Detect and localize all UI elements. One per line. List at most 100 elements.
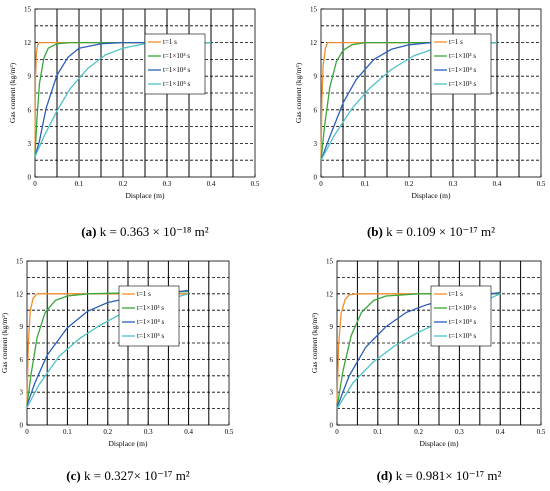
legend-label: t=1×10⁴ s xyxy=(163,66,191,74)
x-tick-label: 0 xyxy=(33,180,37,188)
y-tick-label: 9 xyxy=(314,73,318,81)
y-tick-label: 15 xyxy=(310,6,318,14)
y-tick-label: 3 xyxy=(314,140,318,148)
y-tick-label: 6 xyxy=(330,356,334,364)
caption-tag: (d) xyxy=(377,468,393,483)
y-tick-label: 15 xyxy=(16,258,24,266)
x-tick-label: 0 xyxy=(319,180,323,188)
panel-caption: (d) k = 0.981× 10⁻¹⁷ m² xyxy=(377,468,502,483)
series-line xyxy=(336,293,501,408)
y-tick-label: 0 xyxy=(28,174,32,182)
caption-text: k = 0.981× 10⁻¹⁷ m² xyxy=(392,468,501,483)
caption-text: k = 0.109 × 10⁻¹⁷ m² xyxy=(383,224,495,239)
x-tick-label: 0.5 xyxy=(251,180,260,188)
legend-label: t=1×10⁴ s xyxy=(449,318,477,326)
legend-label: t=1 s xyxy=(163,38,177,46)
series-line xyxy=(26,293,189,404)
y-tick-label: 3 xyxy=(330,389,334,397)
x-tick-label: 0.1 xyxy=(63,428,72,436)
y-tick-label: 6 xyxy=(314,106,318,114)
x-tick-label: 0.2 xyxy=(103,428,112,436)
series-line xyxy=(320,41,497,161)
y-tick-label: 12 xyxy=(310,39,318,47)
legend-label: t=1×10⁵ s xyxy=(163,80,191,88)
series-line xyxy=(320,41,497,161)
legend: t=1 s t=1×10³ s t=1×10⁴ s t=1×10⁵ s xyxy=(118,285,180,347)
y-tick-label: 12 xyxy=(16,290,24,298)
y-axis-label: Gas content (kg/m³) xyxy=(8,62,17,123)
series-line xyxy=(320,41,497,161)
x-tick-label: 0.4 xyxy=(493,180,502,188)
x-tick-label: 0.2 xyxy=(414,428,423,436)
legend-label: t=1 s xyxy=(449,38,463,46)
chart-panel-d: 0 0.1 0.2 0.3 0.4 0.5 0 3 6 9 12 15 Displace (m) Gas … xyxy=(310,258,546,484)
legend: t=1 s t=1×10³ s t=1×10⁴ s t=1×10⁵ s xyxy=(430,33,492,95)
y-tick-label: 0 xyxy=(20,422,24,430)
legend-label: t=1×10³ s xyxy=(163,52,190,60)
legend-label: t=1×10⁴ s xyxy=(449,66,477,74)
legend-label: t=1×10³ s xyxy=(137,304,164,312)
panel-caption: (a) k = 0.363 × 10⁻¹⁸ m² xyxy=(81,224,208,239)
y-axis-label: Gas content (kg/m³) xyxy=(310,312,319,373)
y-tick-label: 6 xyxy=(20,356,24,364)
plot-frame xyxy=(320,8,542,178)
caption-tag: (b) xyxy=(367,224,383,239)
caption-tag: (a) xyxy=(81,224,96,239)
legend-label: t=1 s xyxy=(449,290,463,298)
x-tick-label: 0.4 xyxy=(207,180,216,188)
series-line xyxy=(34,41,211,157)
chart-panel-c: 0 0.1 0.2 0.3 0.4 0.5 0 3 6 9 12 15 Displace (m) Gas … xyxy=(0,258,234,484)
chart-panel-b: 0 0.1 0.2 0.3 0.4 0.5 0 3 6 9 12 15 Displace (m) Gas … xyxy=(294,6,546,240)
x-tick-label: 0.1 xyxy=(361,180,370,188)
panel-caption: (c) k = 0.327× 10⁻¹⁷ m² xyxy=(66,468,190,483)
x-axis-label: Displace (m) xyxy=(109,439,148,448)
x-tick-label: 0.4 xyxy=(184,428,193,436)
legend-label: t=1×10⁵ s xyxy=(137,332,165,340)
y-tick-label: 6 xyxy=(28,106,32,114)
series-line xyxy=(336,293,501,404)
x-axis-label: Displace (m) xyxy=(420,439,459,448)
y-tick-label: 0 xyxy=(314,174,318,182)
legend-label: t=1 s xyxy=(137,290,151,298)
x-tick-label: 0.4 xyxy=(496,428,505,436)
series-line xyxy=(34,41,211,157)
caption-tag: (c) xyxy=(66,468,80,483)
x-tick-label: 0.2 xyxy=(119,180,128,188)
caption-text: k = 0.363 × 10⁻¹⁸ m² xyxy=(96,224,208,239)
legend-label: t=1×10³ s xyxy=(449,304,476,312)
y-tick-label: 9 xyxy=(28,73,32,81)
legend-label: t=1×10³ s xyxy=(449,52,476,60)
chart-panel-a: 0 0.1 0.2 0.3 0.4 0.5 0 3 6 9 12 15 Displace (m) Gas … xyxy=(8,6,260,240)
y-tick-label: 9 xyxy=(20,323,24,331)
legend-label: t=1×10⁴ s xyxy=(137,318,165,326)
caption-text: k = 0.327× 10⁻¹⁷ m² xyxy=(81,468,190,483)
x-tick-label: 0.3 xyxy=(163,180,172,188)
y-tick-label: 12 xyxy=(326,290,334,298)
x-tick-label: 0.5 xyxy=(537,180,546,188)
legend-label: t=1×10⁵ s xyxy=(449,80,477,88)
x-tick-label: 0.1 xyxy=(75,180,84,188)
y-axis-label: Gas content (kg/m³) xyxy=(0,312,9,373)
x-tick-label: 0.5 xyxy=(537,428,546,436)
y-tick-label: 3 xyxy=(20,389,24,397)
y-tick-label: 3 xyxy=(28,140,32,148)
panel-caption: (b) k = 0.109 × 10⁻¹⁷ m² xyxy=(367,224,495,239)
x-tick-label: 0.3 xyxy=(144,428,153,436)
y-tick-label: 15 xyxy=(24,6,32,14)
x-tick-label: 0.1 xyxy=(373,428,382,436)
x-axis-label: Displace (m) xyxy=(412,191,451,200)
x-tick-label: 0.2 xyxy=(405,180,414,188)
y-tick-label: 15 xyxy=(326,258,334,266)
plot-frame xyxy=(26,260,230,426)
y-tick-label: 9 xyxy=(330,323,334,331)
series-line xyxy=(26,290,189,406)
plot-frame xyxy=(336,260,542,426)
legend-label: t=1×10⁵ s xyxy=(449,332,477,340)
x-tick-label: 0 xyxy=(335,428,339,436)
x-tick-label: 0.5 xyxy=(225,428,234,436)
y-axis-label: Gas content (kg/m³) xyxy=(294,62,303,123)
legend: t=1 s t=1×10³ s t=1×10⁴ s t=1×10⁵ s xyxy=(144,33,206,95)
series-line xyxy=(34,41,211,155)
x-tick-label: 0.3 xyxy=(449,180,458,188)
